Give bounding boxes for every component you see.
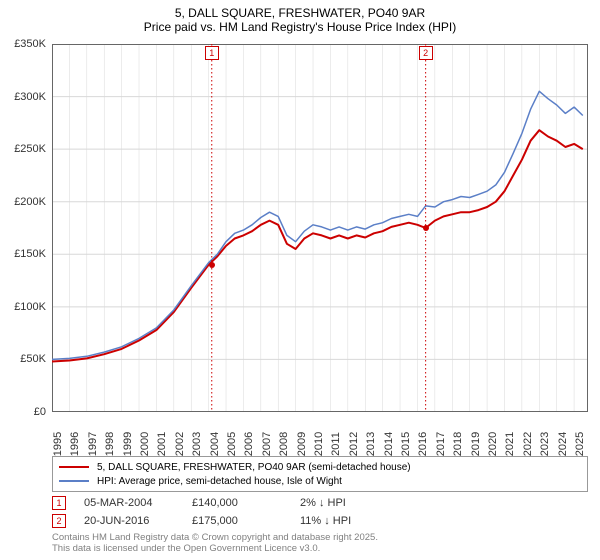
title-subtitle: Price paid vs. HM Land Registry's House …: [0, 20, 600, 34]
x-tick-label: 2008: [278, 432, 290, 456]
legend-swatch-hpi: [59, 480, 89, 482]
x-tick-label: 2015: [400, 432, 412, 456]
transaction-table: 1 05-MAR-2004 £140,000 2% ↓ HPI 2 20-JUN-2016…: [52, 494, 588, 530]
x-tick-label: 2005: [226, 432, 238, 456]
x-tick-label: 2001: [156, 432, 168, 456]
chart-marker-1: 1: [205, 46, 219, 60]
x-tick-label: 1997: [87, 432, 99, 456]
legend-row-hpi: HPI: Average price, semi-detached house,…: [59, 474, 581, 488]
x-tick-label: 2007: [261, 432, 273, 456]
x-tick-label: 2006: [243, 432, 255, 456]
y-tick-label: £100K: [14, 301, 46, 313]
transaction-marker: 1: [52, 496, 66, 510]
x-tick-label: 2017: [435, 432, 447, 456]
x-tick-label: 2004: [209, 432, 221, 456]
y-tick-label: £150K: [14, 248, 46, 260]
transaction-date: 20-JUN-2016: [84, 515, 174, 527]
x-tick-label: 2003: [191, 432, 203, 456]
x-tick-label: 2018: [452, 432, 464, 456]
x-tick-label: 2000: [139, 432, 151, 456]
y-tick-label: £350K: [14, 38, 46, 50]
footnote-line2: This data is licensed under the Open Gov…: [52, 543, 378, 554]
transaction-marker: 2: [52, 514, 66, 528]
chart-marker-2: 2: [419, 46, 433, 60]
x-tick-label: 2020: [487, 432, 499, 456]
transaction-date: 05-MAR-2004: [84, 497, 174, 509]
plot-area: 12: [52, 44, 588, 412]
footnote: Contains HM Land Registry data © Crown c…: [52, 532, 378, 555]
x-tick-label: 2016: [417, 432, 429, 456]
x-tick-label: 2010: [313, 432, 325, 456]
data-point-2: [423, 225, 429, 231]
x-tick-label: 2024: [557, 432, 569, 456]
legend: 5, DALL SQUARE, FRESHWATER, PO40 9AR (se…: [52, 456, 588, 492]
transaction-price: £140,000: [192, 497, 282, 509]
transaction-row: 1 05-MAR-2004 £140,000 2% ↓ HPI: [52, 494, 588, 512]
y-tick-label: £250K: [14, 143, 46, 155]
transaction-delta: 2% ↓ HPI: [300, 497, 390, 509]
plot-svg: [52, 44, 588, 412]
y-tick-label: £200K: [14, 196, 46, 208]
x-tick-label: 2021: [504, 432, 516, 456]
y-tick-label: £50K: [20, 353, 46, 365]
x-tick-label: 2014: [383, 432, 395, 456]
x-axis: 1995 1996 1997 1998 1999 2000 2001 2002 2003 2004…: [52, 414, 588, 454]
x-tick-label: 2025: [574, 432, 586, 456]
legend-label-hpi: HPI: Average price, semi-detached house,…: [97, 476, 342, 487]
transaction-delta: 11% ↓ HPI: [300, 515, 390, 527]
title-address: 5, DALL SQUARE, FRESHWATER, PO40 9AR: [0, 6, 600, 20]
x-tick-label: 1995: [52, 432, 64, 456]
x-tick-label: 1999: [122, 432, 134, 456]
x-tick-label: 1996: [69, 432, 81, 456]
x-tick-label: 2023: [539, 432, 551, 456]
y-tick-label: £0: [34, 406, 46, 418]
data-point-1: [209, 262, 215, 268]
y-axis: £0£50K£100K£150K£200K£250K£300K£350K: [0, 44, 50, 412]
transaction-price: £175,000: [192, 515, 282, 527]
legend-swatch-property: [59, 466, 89, 468]
transaction-row: 2 20-JUN-2016 £175,000 11% ↓ HPI: [52, 512, 588, 530]
x-tick-label: 2013: [365, 432, 377, 456]
x-tick-label: 1998: [104, 432, 116, 456]
title-block: 5, DALL SQUARE, FRESHWATER, PO40 9AR Pri…: [0, 0, 600, 34]
x-tick-label: 2012: [348, 432, 360, 456]
x-tick-label: 2002: [174, 432, 186, 456]
legend-label-property: 5, DALL SQUARE, FRESHWATER, PO40 9AR (se…: [97, 462, 411, 473]
legend-row-property: 5, DALL SQUARE, FRESHWATER, PO40 9AR (se…: [59, 460, 581, 474]
footnote-line1: Contains HM Land Registry data © Crown c…: [52, 532, 378, 543]
y-tick-label: £300K: [14, 91, 46, 103]
x-tick-label: 2019: [470, 432, 482, 456]
x-tick-label: 2009: [296, 432, 308, 456]
x-tick-label: 2011: [330, 432, 342, 456]
chart-container: 5, DALL SQUARE, FRESHWATER, PO40 9AR Pri…: [0, 0, 600, 560]
x-tick-label: 2022: [522, 432, 534, 456]
